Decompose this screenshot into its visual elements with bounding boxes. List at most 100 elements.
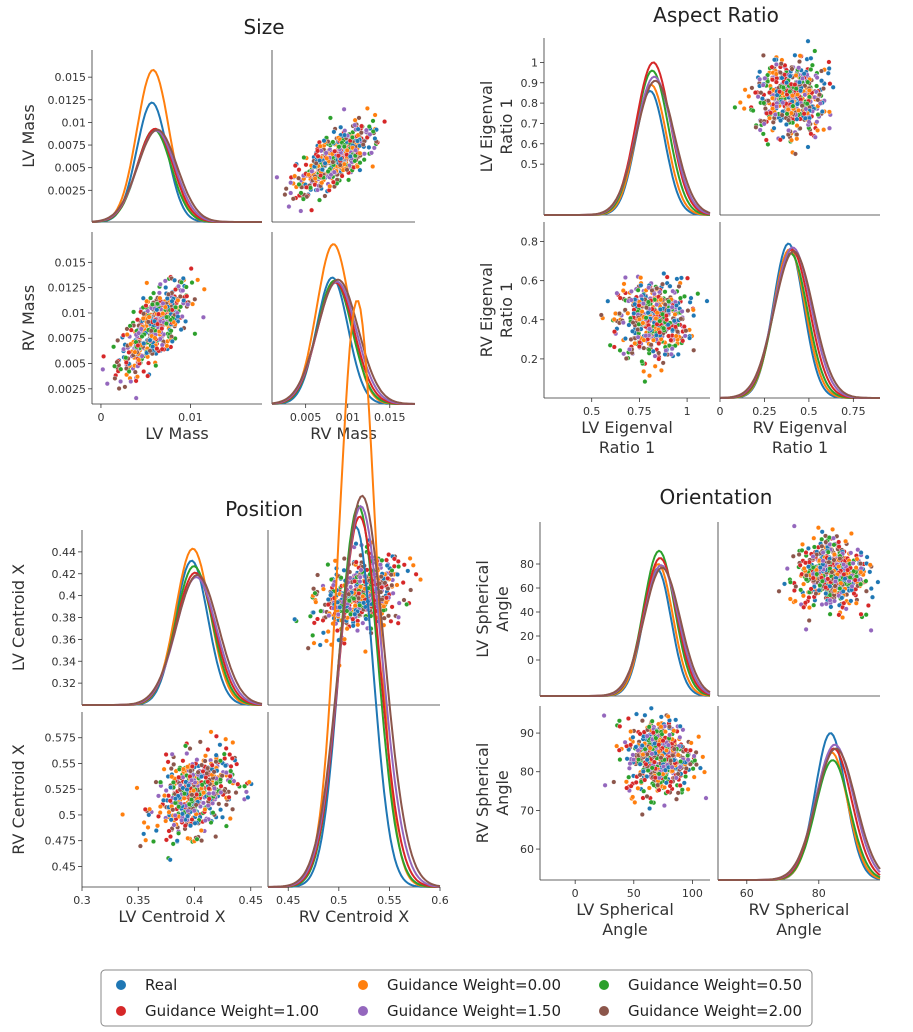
scatter-point bbox=[852, 577, 858, 583]
scatter-point bbox=[654, 302, 660, 308]
scatter-point bbox=[757, 127, 763, 133]
y-axis-label: Ratio 1 bbox=[497, 282, 516, 338]
scatter-point bbox=[352, 122, 358, 128]
scatter-point bbox=[635, 785, 641, 791]
scatter-point bbox=[628, 288, 634, 294]
scatter-point bbox=[777, 137, 783, 143]
scatter-point bbox=[318, 172, 324, 178]
scatter-point bbox=[122, 384, 128, 390]
scatter-point bbox=[802, 115, 808, 121]
scatter-point bbox=[338, 575, 344, 581]
scatter-point bbox=[166, 828, 172, 834]
scatter-point bbox=[354, 164, 360, 170]
scatter-point bbox=[170, 779, 176, 785]
scatter-point bbox=[797, 59, 803, 65]
scatter-point bbox=[320, 617, 326, 623]
scatter-point bbox=[205, 803, 211, 809]
scatter-point bbox=[362, 649, 368, 655]
scatter-point bbox=[300, 196, 306, 202]
x-axis-label: LV Centroid X bbox=[118, 907, 225, 926]
scatter-point bbox=[675, 351, 681, 357]
scatter-point bbox=[863, 578, 869, 584]
scatter-point bbox=[815, 525, 821, 531]
scatter-point bbox=[648, 799, 654, 805]
scatter-point bbox=[863, 612, 869, 618]
scatter-point bbox=[680, 338, 686, 344]
scatter-point bbox=[167, 834, 173, 840]
x-axis-label: Ratio 1 bbox=[772, 438, 828, 457]
y-axis-label: LV Spherical bbox=[473, 560, 492, 658]
scatter-point bbox=[639, 812, 645, 818]
scatter-point bbox=[806, 94, 812, 100]
scatter-point bbox=[851, 591, 857, 597]
scatter-point bbox=[321, 138, 327, 144]
scatter-point bbox=[384, 557, 390, 563]
scatter-point bbox=[194, 757, 200, 763]
scatter-point bbox=[176, 804, 182, 810]
scatter-point bbox=[298, 208, 304, 214]
scatter-point bbox=[621, 351, 627, 357]
scatter-point bbox=[227, 779, 233, 785]
scatter-point bbox=[668, 337, 674, 343]
scatter-point bbox=[652, 741, 658, 747]
axes-r0-c1 bbox=[271, 50, 415, 223]
scatter-point bbox=[167, 857, 173, 863]
scatter-point bbox=[658, 755, 664, 761]
x-tick-label: 0 bbox=[572, 887, 579, 900]
scatter-point bbox=[830, 84, 836, 90]
scatter-point bbox=[180, 766, 186, 772]
scatter-point bbox=[669, 346, 675, 352]
scatter-point bbox=[388, 572, 394, 578]
scatter-point bbox=[306, 172, 312, 178]
scatter-point bbox=[644, 793, 650, 799]
axes-r0-c0: 0 20 40 60 80 bbox=[520, 522, 711, 697]
y-axis-label: RV Eigenval bbox=[477, 263, 496, 358]
scatter-point bbox=[141, 369, 147, 375]
scatter-point bbox=[114, 359, 120, 365]
scatter-point bbox=[774, 92, 780, 98]
scatter-point bbox=[330, 139, 336, 145]
scatter-point bbox=[636, 303, 642, 309]
scatter-point bbox=[352, 578, 358, 584]
scatter-point bbox=[177, 294, 183, 300]
scatter-point bbox=[831, 535, 837, 541]
scatter-point bbox=[151, 318, 157, 324]
kde-line-guidance-weight-2-00 bbox=[91, 128, 262, 223]
scatter-point bbox=[192, 296, 198, 302]
scatter-point bbox=[358, 130, 364, 136]
scatter-point bbox=[674, 303, 680, 309]
scatter-point bbox=[827, 611, 833, 617]
y-tick-label: 0.36 bbox=[52, 633, 77, 646]
scatter-point bbox=[638, 275, 644, 281]
scatter-point bbox=[639, 309, 645, 315]
scatter-point bbox=[656, 742, 662, 748]
scatter-point bbox=[353, 559, 359, 565]
scatter-point bbox=[660, 281, 666, 287]
y-tick-label: 0.01 bbox=[62, 116, 87, 129]
scatter-point bbox=[371, 145, 377, 151]
scatter-point bbox=[211, 769, 217, 775]
scatter-point bbox=[772, 57, 778, 63]
scatter-point bbox=[341, 567, 347, 573]
x-tick-label: 80 bbox=[812, 887, 826, 900]
pairplot-panels: Size0.00250.0050.00750.010.01250.0150.00… bbox=[9, 3, 881, 939]
scatter-point bbox=[312, 590, 318, 596]
y-tick-label: 0.4 bbox=[521, 314, 539, 327]
scatter-point bbox=[310, 610, 316, 616]
y-axis-label: LV Centroid X bbox=[9, 564, 28, 671]
scatter-point bbox=[168, 784, 174, 790]
scatter-point bbox=[170, 841, 176, 847]
scatter-point bbox=[180, 758, 186, 764]
scatter-point bbox=[670, 288, 676, 294]
scatter-point bbox=[358, 567, 364, 573]
scatter-point bbox=[337, 162, 343, 168]
scatter-point bbox=[819, 543, 825, 549]
scatter-point bbox=[163, 321, 169, 327]
y-axis-label: Angle bbox=[493, 770, 512, 816]
scatter-point bbox=[789, 137, 795, 143]
scatter-point bbox=[656, 350, 662, 356]
y-tick-label: 0.015 bbox=[55, 71, 87, 84]
scatter-point bbox=[379, 557, 385, 563]
scatter-point bbox=[176, 774, 182, 780]
plot-area bbox=[274, 105, 388, 214]
